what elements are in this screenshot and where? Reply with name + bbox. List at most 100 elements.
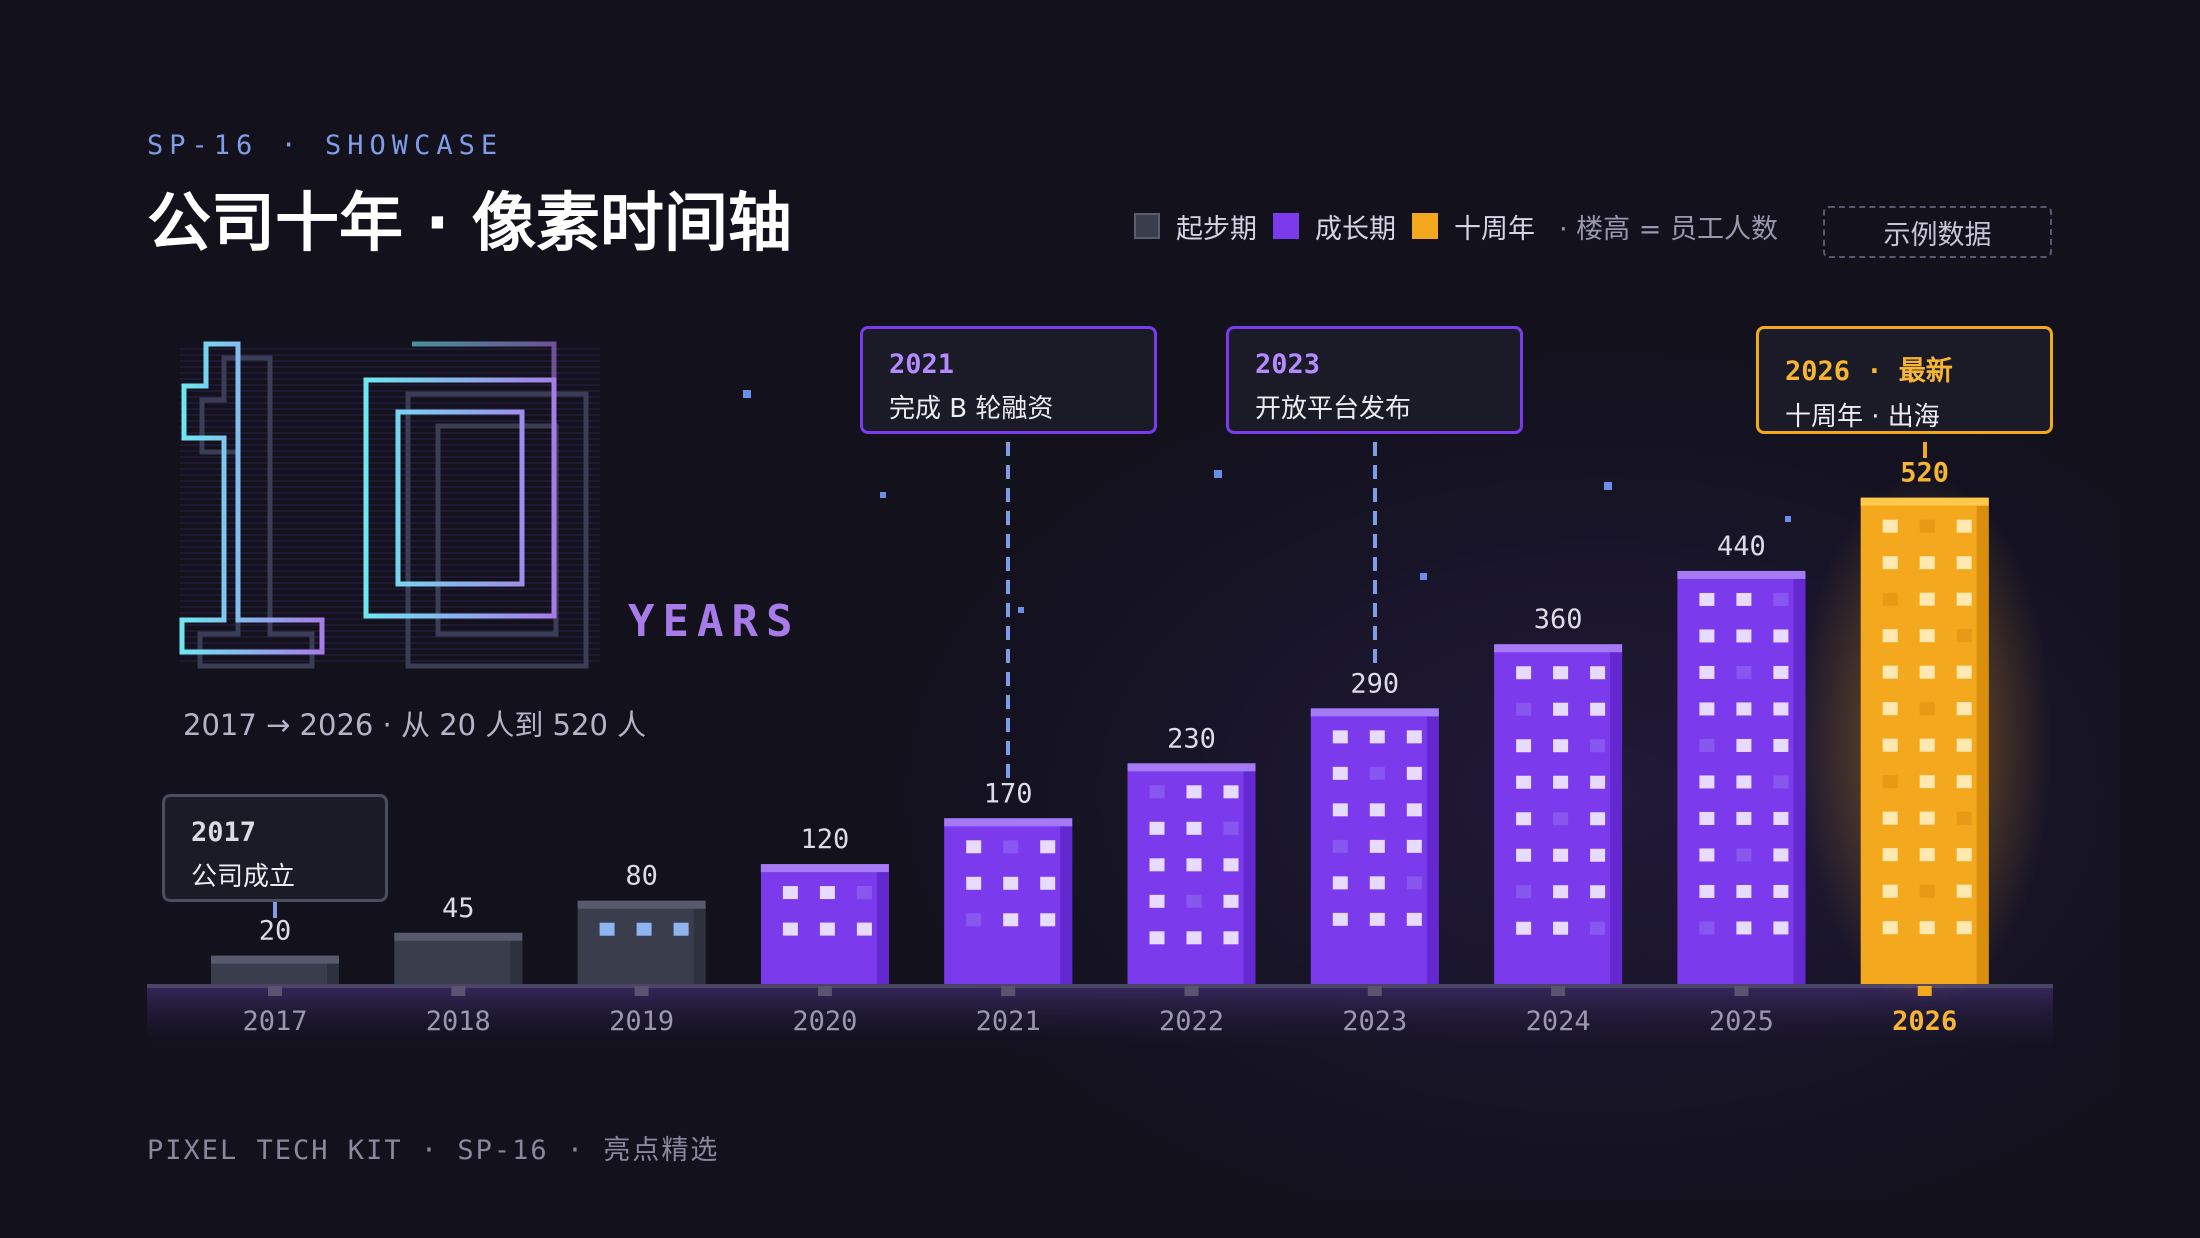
- tick-label-2021: 2021: [976, 1006, 1041, 1037]
- bar-window-2026: [1956, 738, 1972, 752]
- bar-window-2022: [1223, 858, 1239, 872]
- bar-window-2021: [1003, 876, 1019, 890]
- bar-window-2022: [1223, 894, 1239, 908]
- bar-roof-2019: [577, 900, 706, 909]
- tick-label-2024: 2024: [1526, 1006, 1591, 1037]
- value-label-2018: 45: [442, 893, 475, 924]
- axis-tick-2026: [1917, 986, 1932, 996]
- value-label-2020: 120: [801, 824, 850, 855]
- page-title: 公司十年 · 像素时间轴: [147, 187, 792, 261]
- bar-window-2020: [856, 886, 872, 900]
- value-label-2019: 80: [625, 861, 658, 892]
- sample-data-badge: 示例数据: [1823, 206, 2052, 258]
- bar-roof-2026: [1860, 497, 1989, 506]
- bar-window-2024: [1516, 848, 1532, 862]
- tick-label-2018: 2018: [426, 1006, 491, 1037]
- bar-window-2023: [1406, 876, 1422, 890]
- footer-text: PIXEL TECH KIT · SP-16 · 亮点精选: [147, 1135, 720, 1166]
- bar-window-2025: [1699, 702, 1715, 716]
- axis-tick-2022: [1184, 986, 1199, 996]
- bar-window-2023: [1332, 730, 1348, 744]
- bar-window-2025: [1736, 848, 1752, 862]
- callout-2026: 2026 · 最新 十周年 · 出海: [1756, 326, 2053, 434]
- bar-window-2025: [1699, 738, 1715, 752]
- bar-window-2024: [1516, 885, 1532, 899]
- bar-window-2024: [1516, 739, 1532, 753]
- tick-label-2023: 2023: [1342, 1006, 1407, 1037]
- legend-swatch-startup: [1134, 213, 1160, 239]
- bar-window-2024: [1516, 812, 1532, 826]
- bar-window-2023: [1332, 912, 1348, 926]
- axis-band: [147, 986, 2053, 1056]
- axis-tick-2025: [1734, 986, 1749, 996]
- bar-window-2024: [1553, 702, 1569, 716]
- bar-window-2026: [1956, 519, 1972, 533]
- callout-2023: 2023 开放平台发布: [1226, 326, 1523, 434]
- bar-window-2026: [1919, 884, 1935, 898]
- bar-window-2025: [1699, 921, 1715, 935]
- bar-window-2026: [1956, 556, 1972, 570]
- bar-roof-2021: [944, 818, 1073, 827]
- axis-tick-2019: [634, 986, 649, 996]
- bar-shade-2018: [510, 932, 523, 984]
- callout-text: 十周年 · 出海: [1785, 402, 1940, 432]
- bar-window-2026: [1919, 811, 1935, 825]
- value-label-2017: 20: [259, 916, 292, 947]
- bar-window-2021: [1040, 840, 1056, 854]
- bar-window-2022: [1186, 785, 1202, 799]
- bar-window-2024: [1516, 775, 1532, 789]
- bar-window-2020: [856, 922, 872, 936]
- bar-window-2022: [1186, 931, 1202, 945]
- bar-window-2024: [1553, 775, 1569, 789]
- legend-note: · 楼高 = 员工人数: [1559, 213, 1778, 245]
- bar-window-2025: [1736, 629, 1752, 643]
- bar-window-2024: [1590, 666, 1606, 680]
- bar-window-2023: [1369, 876, 1385, 890]
- axis-tick-2021: [1001, 986, 1016, 996]
- legend-label-startup: 起步期: [1176, 213, 1257, 245]
- bar-window-2025: [1736, 592, 1752, 606]
- legend-label-growth: 成长期: [1315, 213, 1396, 245]
- bar-window-2025: [1773, 848, 1789, 862]
- bar-window-2023: [1369, 730, 1385, 744]
- tick-label-2022: 2022: [1159, 1006, 1224, 1037]
- bar-window-2020: [819, 922, 835, 936]
- bar-shade-2021: [1060, 818, 1073, 984]
- value-label-2021: 170: [984, 778, 1033, 809]
- bar-window-2025: [1699, 775, 1715, 789]
- callout-text: 公司成立: [191, 862, 296, 892]
- bar-window-2026: [1956, 702, 1972, 716]
- bar-window-2026: [1956, 811, 1972, 825]
- bar-window-2023: [1406, 839, 1422, 853]
- bar-window-2026: [1956, 592, 1972, 606]
- bar-window-2021: [1040, 913, 1056, 927]
- bar-window-2025: [1699, 592, 1715, 606]
- bar-window-2020: [782, 886, 798, 900]
- bar-roof-2024: [1494, 644, 1623, 653]
- bar-window-2025: [1736, 921, 1752, 935]
- bar-window-2024: [1590, 739, 1606, 753]
- bar-window-2026: [1882, 884, 1898, 898]
- bar-window-2024: [1590, 702, 1606, 716]
- bar-window-2025: [1736, 811, 1752, 825]
- callout-2017: 2017 公司成立: [162, 794, 388, 902]
- bar-window-2025: [1699, 629, 1715, 643]
- hero-unit-label: YEARS: [628, 596, 801, 647]
- bar-window-2019: [636, 922, 652, 936]
- bar-window-2026: [1882, 811, 1898, 825]
- bar-window-2025: [1699, 665, 1715, 679]
- bar-window-2026: [1956, 848, 1972, 862]
- bar-window-2025: [1699, 848, 1715, 862]
- hero-number-outline: [179, 341, 557, 655]
- bar-roof-2022: [1127, 763, 1256, 772]
- bar-shade-2022: [1243, 763, 1256, 984]
- bar-window-2020: [819, 886, 835, 900]
- bar-window-2025: [1773, 884, 1789, 898]
- bar-window-2026: [1956, 884, 1972, 898]
- bar-2022: [1127, 763, 1256, 984]
- bar-window-2023: [1369, 803, 1385, 817]
- bar-window-2026: [1956, 775, 1972, 789]
- bar-window-2023: [1332, 766, 1348, 780]
- bar-window-2025: [1736, 702, 1752, 716]
